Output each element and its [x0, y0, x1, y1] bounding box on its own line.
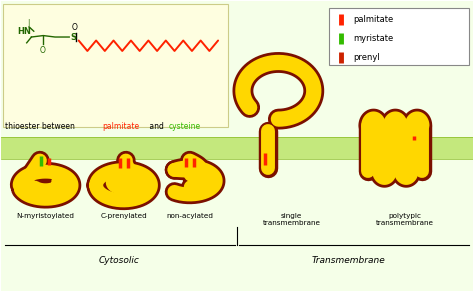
Text: palmitate: palmitate — [353, 15, 393, 24]
Text: Cytosolic: Cytosolic — [99, 256, 139, 265]
Text: Transmembrane: Transmembrane — [311, 256, 385, 265]
Text: HN: HN — [17, 27, 31, 36]
Text: |: | — [27, 19, 29, 26]
Text: prenyl: prenyl — [353, 53, 380, 62]
Text: and: and — [147, 122, 166, 131]
Bar — [0, 137, 474, 159]
Text: palmitate: palmitate — [102, 122, 139, 131]
Text: non-acylated: non-acylated — [166, 213, 213, 219]
Bar — [329, 8, 469, 65]
Text: thioester between: thioester between — [5, 122, 78, 131]
Text: O: O — [72, 23, 77, 32]
Bar — [3, 4, 228, 127]
Text: O: O — [39, 46, 46, 55]
Text: myristate: myristate — [353, 34, 393, 43]
Text: C-prenylated: C-prenylated — [100, 213, 147, 219]
Text: S: S — [71, 33, 77, 42]
Text: polytypic
transmembrane: polytypic transmembrane — [376, 213, 434, 226]
Text: N-myristoylated: N-myristoylated — [17, 213, 74, 219]
Text: single
transmembrane: single transmembrane — [262, 213, 320, 226]
Text: cysteine: cysteine — [168, 122, 201, 131]
